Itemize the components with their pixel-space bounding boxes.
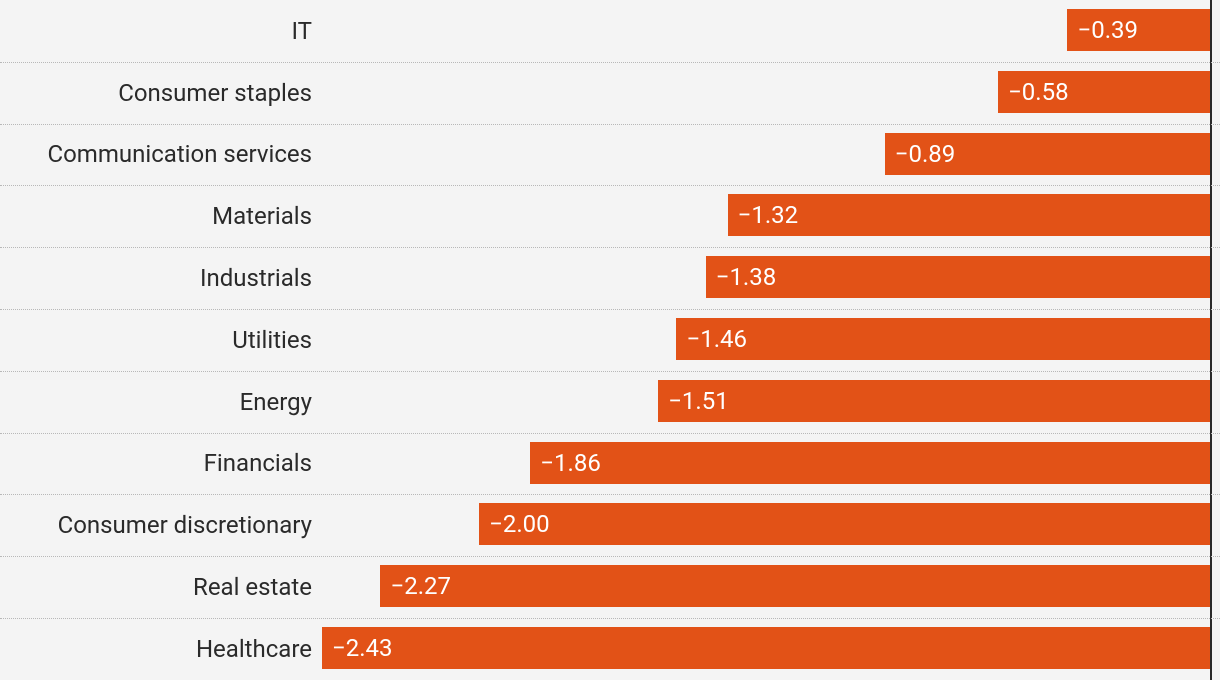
bar-value-label: −0.58	[998, 78, 1069, 106]
category-label-cell: Consumer discretionary	[0, 494, 322, 556]
bar-value-label: −0.89	[885, 140, 956, 168]
chart-row: Real estate −2.27	[0, 556, 1220, 618]
category-label-cell: Consumer staples	[0, 62, 322, 124]
bar-area: −1.32	[322, 185, 1210, 247]
bar: −1.46	[676, 318, 1210, 360]
category-label-cell: Utilities	[0, 309, 322, 371]
chart-row: Industrials −1.38	[0, 247, 1220, 309]
category-label-cell: IT	[0, 0, 322, 62]
bar: −1.86	[530, 442, 1210, 484]
bar: −0.39	[1067, 9, 1210, 51]
category-label-cell: Communication services	[0, 124, 322, 186]
category-label-cell: Industrials	[0, 247, 322, 309]
bar-value-label: −2.43	[322, 634, 393, 662]
bar-value-label: −1.46	[676, 325, 747, 353]
bar: −0.89	[885, 133, 1210, 175]
chart-row: Utilities −1.46	[0, 309, 1220, 371]
chart-row: Consumer discretionary −2.00	[0, 494, 1220, 556]
bar-area: −1.38	[322, 247, 1210, 309]
sector-performance-bar-chart: IT −0.39 Consumer staples −0.58 Communicatio…	[0, 0, 1220, 680]
category-label: Financials	[204, 449, 312, 477]
bar-area: −1.51	[322, 371, 1210, 433]
category-label-cell: Energy	[0, 371, 322, 433]
chart-row: Consumer staples −0.58	[0, 62, 1220, 124]
category-label: Industrials	[200, 264, 312, 292]
category-label: Consumer staples	[118, 79, 312, 107]
chart-row: Communication services −0.89	[0, 124, 1220, 186]
bar: −1.32	[728, 194, 1210, 236]
bar-value-label: −1.51	[658, 387, 729, 415]
bar: −2.43	[322, 627, 1210, 669]
category-label-cell: Financials	[0, 433, 322, 495]
bar: −1.51	[658, 380, 1210, 422]
category-label: Energy	[240, 388, 312, 416]
bar: −0.58	[998, 71, 1210, 113]
category-label: Healthcare	[196, 635, 312, 663]
bar: −2.27	[380, 565, 1210, 607]
category-label: Utilities	[232, 326, 312, 354]
category-label-cell: Real estate	[0, 556, 322, 618]
category-label-cell: Materials	[0, 185, 322, 247]
category-label: Consumer discretionary	[58, 511, 312, 539]
bar-area: −0.39	[322, 0, 1210, 62]
bar-value-label: −1.38	[706, 263, 777, 291]
bar-value-label: −2.27	[380, 572, 451, 600]
category-label: Materials	[212, 202, 312, 230]
chart-row: Financials −1.86	[0, 433, 1220, 495]
bar: −2.00	[479, 503, 1210, 545]
category-label: Communication services	[47, 140, 312, 168]
category-label-cell: Healthcare	[0, 618, 322, 680]
bar-value-label: −0.39	[1067, 16, 1138, 44]
chart-row: Materials −1.32	[0, 185, 1220, 247]
bar-value-label: −1.32	[728, 201, 799, 229]
category-label: IT	[291, 17, 312, 45]
chart-row: IT −0.39	[0, 0, 1220, 62]
bar: −1.38	[706, 256, 1210, 298]
bar-value-label: −2.00	[479, 510, 550, 538]
chart-row: Healthcare −2.43	[0, 618, 1220, 680]
category-label: Real estate	[193, 573, 312, 601]
bar-area: −2.27	[322, 556, 1210, 618]
chart-row: Energy −1.51	[0, 371, 1220, 433]
bar-area: −2.00	[322, 494, 1210, 556]
bar-area: −1.86	[322, 433, 1210, 495]
bar-value-label: −1.86	[530, 449, 601, 477]
bar-area: −2.43	[322, 618, 1210, 680]
bar-area: −0.89	[322, 124, 1210, 186]
bar-area: −0.58	[322, 62, 1210, 124]
bar-area: −1.46	[322, 309, 1210, 371]
